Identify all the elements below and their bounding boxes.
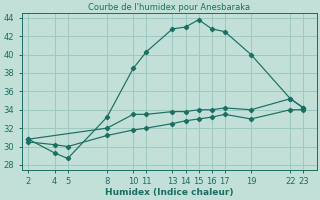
Title: Courbe de l'humidex pour Anesbaraka: Courbe de l'humidex pour Anesbaraka xyxy=(88,3,250,12)
X-axis label: Humidex (Indice chaleur): Humidex (Indice chaleur) xyxy=(105,188,234,197)
